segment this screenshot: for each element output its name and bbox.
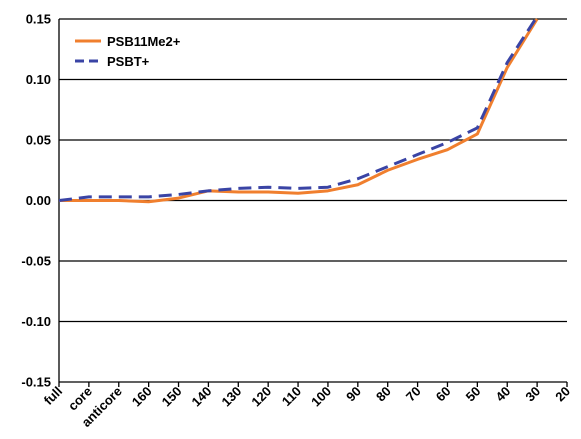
x-tick-label: 50: [463, 384, 484, 405]
x-tick-label: 80: [373, 384, 394, 405]
y-tick-label: -0.15: [21, 375, 51, 390]
series-lines: [59, 17, 539, 204]
x-tick-label: 40: [493, 384, 514, 405]
y-tick-label: 0.05: [26, 133, 51, 148]
legend: PSB11Me2+ PSBT+: [75, 34, 181, 69]
y-tick-label: 0.15: [26, 12, 51, 27]
legend-label: PSBT+: [107, 54, 150, 69]
y-tick-label: -0.05: [21, 254, 51, 269]
x-tick-label: 70: [403, 384, 424, 405]
x-tick-label: 160: [129, 384, 155, 410]
x-tick-label: 60: [433, 384, 454, 405]
x-tick-label: 30: [522, 384, 543, 405]
y-tick-label: 0.00: [26, 193, 51, 208]
x-tick-label: 120: [248, 384, 274, 410]
y-tick-label: -0.10: [21, 314, 51, 329]
x-tick-label: 100: [308, 384, 334, 410]
x-tick-label: 90: [343, 384, 364, 405]
series-line-psb11me2: [59, 18, 539, 204]
y-axis-ticks: 0.15 0.10 0.05 0.00 -0.05 -0.10 -0.15: [21, 12, 51, 390]
x-tick-label: 20: [552, 384, 573, 405]
x-tick-label: 130: [218, 384, 244, 410]
x-tick-label: 150: [159, 384, 185, 410]
x-tick-label: 140: [189, 384, 215, 410]
legend-label: PSB11Me2+: [107, 34, 181, 49]
series-line-psbt: [59, 17, 539, 202]
y-tick-label: 0.10: [26, 72, 51, 87]
x-tick-label: 110: [279, 384, 304, 409]
